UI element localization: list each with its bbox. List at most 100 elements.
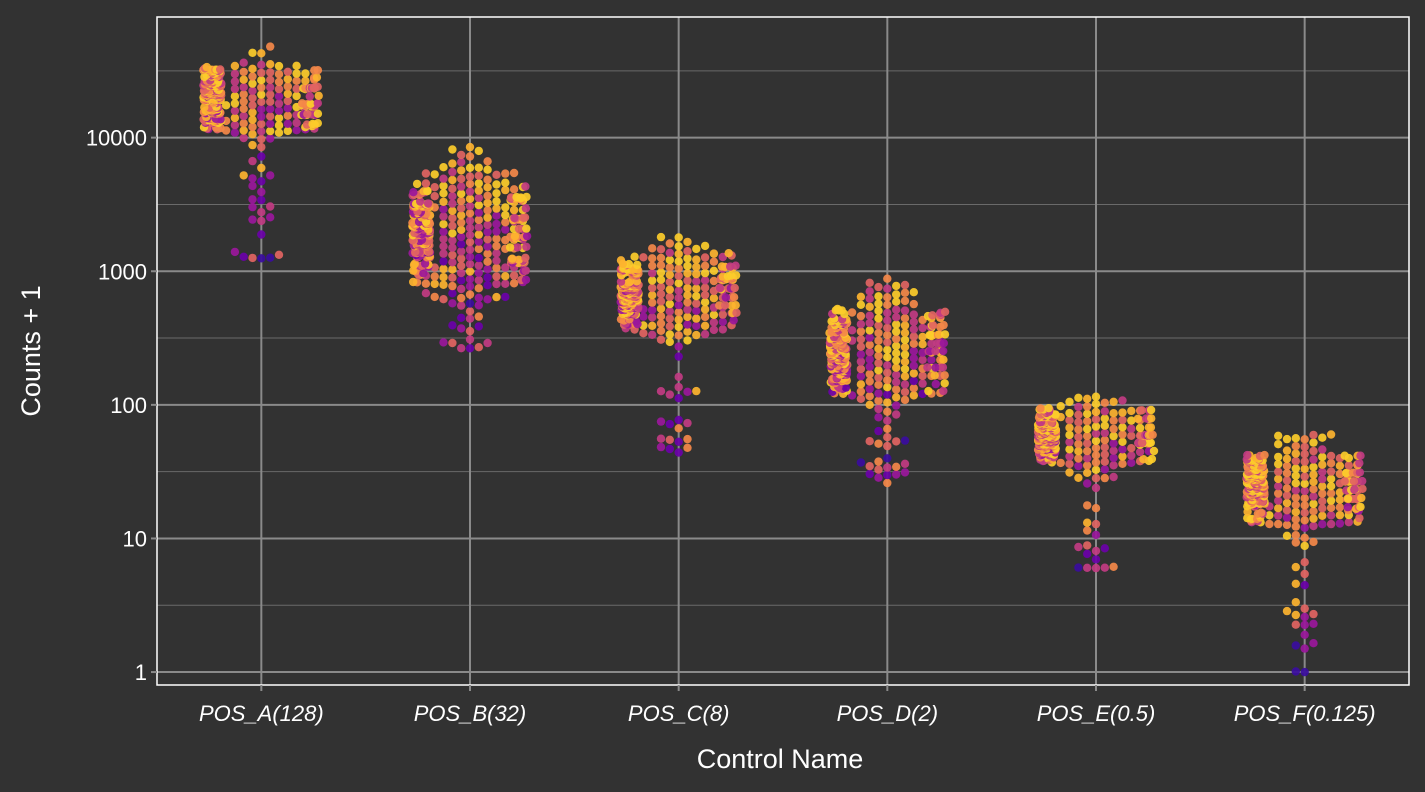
data-point <box>883 463 892 472</box>
data-point <box>1300 486 1309 496</box>
data-point <box>1109 446 1118 455</box>
data-point <box>1109 472 1118 482</box>
data-point <box>257 49 266 58</box>
data-point <box>883 353 892 362</box>
data-point <box>1091 422 1101 431</box>
data-point <box>1300 569 1309 579</box>
data-point <box>1300 558 1309 567</box>
data-point <box>465 230 475 240</box>
data-point <box>1100 414 1110 423</box>
data-point <box>874 351 883 360</box>
data-point <box>1083 439 1092 448</box>
data-point <box>865 355 874 364</box>
data-point <box>665 330 674 339</box>
data-point <box>1309 499 1318 509</box>
data-point <box>1083 479 1092 488</box>
data-point <box>492 279 501 289</box>
data-point <box>1146 405 1156 415</box>
data-point <box>674 257 683 266</box>
data-point <box>513 243 522 252</box>
data-point <box>1074 402 1083 412</box>
data-point <box>930 371 939 380</box>
data-point <box>1091 451 1101 460</box>
data-point <box>865 278 874 287</box>
data-point <box>448 221 457 230</box>
data-point <box>1065 459 1074 469</box>
data-point <box>457 174 466 184</box>
data-point <box>1109 397 1118 406</box>
data-point <box>439 227 448 236</box>
data-point <box>1074 432 1083 442</box>
data-point <box>483 183 492 192</box>
data-point <box>501 203 510 212</box>
data-point <box>1100 473 1110 483</box>
data-point <box>221 101 231 110</box>
data-point <box>274 61 284 71</box>
data-point <box>1300 533 1309 542</box>
data-point <box>1291 507 1301 517</box>
data-point <box>465 152 475 161</box>
data-point <box>1274 496 1283 505</box>
data-point <box>1300 581 1309 590</box>
data-point <box>257 134 266 144</box>
data-point <box>909 384 918 393</box>
data-point <box>292 69 301 78</box>
data-point <box>856 350 866 359</box>
data-point <box>1083 417 1092 426</box>
data-point <box>230 92 240 101</box>
data-point <box>1083 518 1092 527</box>
data-point <box>874 336 883 345</box>
data-point <box>674 331 683 340</box>
data-point <box>1265 519 1274 529</box>
data-point <box>630 252 639 261</box>
data-point <box>292 76 301 86</box>
data-point <box>297 99 307 108</box>
data-point <box>521 266 530 275</box>
data-point <box>501 263 510 272</box>
data-point <box>448 236 457 245</box>
data-point <box>683 276 692 285</box>
data-point <box>883 300 892 309</box>
data-point <box>239 133 248 143</box>
data-point <box>1100 450 1110 459</box>
data-point <box>239 252 248 261</box>
data-point <box>248 195 257 204</box>
data-point <box>448 265 457 274</box>
data-point <box>674 249 683 259</box>
data-point <box>1309 485 1318 494</box>
data-point <box>492 197 501 206</box>
data-point <box>856 357 866 366</box>
data-point <box>1036 404 1045 413</box>
data-point <box>724 249 733 258</box>
data-point <box>465 252 475 261</box>
data-point <box>457 344 466 353</box>
data-point <box>1300 457 1309 466</box>
data-point <box>1127 444 1136 453</box>
data-point <box>1309 477 1318 486</box>
data-point <box>874 314 883 323</box>
data-point <box>883 424 892 433</box>
data-point <box>892 437 901 446</box>
data-point <box>1074 439 1083 449</box>
data-point <box>909 288 918 297</box>
data-point <box>1356 451 1365 460</box>
data-point <box>283 89 292 99</box>
data-point <box>692 386 701 396</box>
data-point <box>521 253 530 262</box>
data-point <box>892 349 901 358</box>
data-point <box>448 159 457 168</box>
data-point <box>656 268 666 277</box>
data-point <box>248 174 257 183</box>
data-point <box>883 416 892 425</box>
data-point <box>1300 442 1309 452</box>
data-point <box>430 192 439 201</box>
data-point <box>1127 451 1136 460</box>
data-point <box>1274 474 1283 484</box>
data-point <box>239 75 248 84</box>
data-point <box>1326 467 1336 476</box>
data-point <box>1127 406 1136 416</box>
data-point <box>1135 423 1145 433</box>
data-point <box>1274 467 1283 476</box>
data-point <box>656 442 666 452</box>
data-point <box>474 230 483 239</box>
